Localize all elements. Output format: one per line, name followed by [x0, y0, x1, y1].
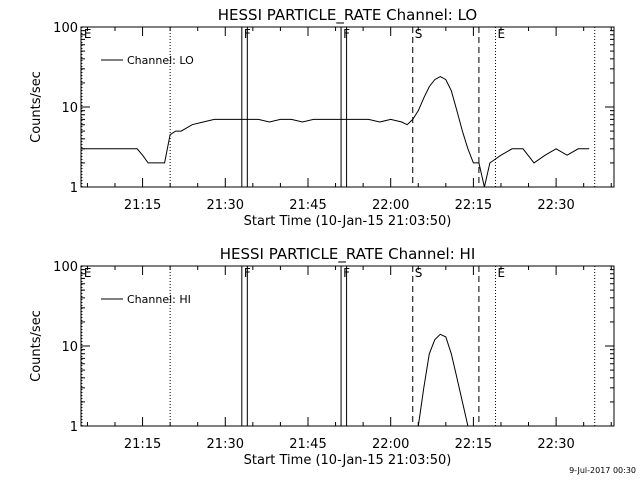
panel-1-x-tick-label: 22:00 — [372, 198, 409, 213]
panel-1-x-tick-label: 21:45 — [289, 198, 326, 213]
panel-2-y-tick-label: 10 — [61, 340, 78, 355]
panel-2-x-tick-label: 21:45 — [289, 437, 326, 452]
panel-2-title: HESSI PARTICLE_RATE Channel: HI — [220, 245, 476, 264]
panel-2-x-tick-label: 22:15 — [455, 437, 492, 452]
panel-1-marker-label: E — [84, 27, 92, 41]
panel-2-legend-label: Channel: HI — [127, 293, 191, 306]
panel-1-marker-label: S — [415, 27, 423, 41]
panel-1-x-tick-label: 22:30 — [537, 198, 574, 213]
panel-2-y-axis-label: Counts/sec — [29, 310, 44, 382]
panel-2-marker-label: S — [415, 266, 423, 280]
panel-2-marker-label: E — [497, 266, 505, 280]
panel-1-series-line — [81, 76, 590, 188]
panel-1-x-tick-label: 21:15 — [124, 198, 161, 213]
panel-1-y-tick-label: 100 — [53, 21, 78, 36]
panel-2-plot-frame — [80, 265, 615, 427]
panel-1-x-tick-label: 22:15 — [455, 198, 492, 213]
panel-1-x-axis-label: Start Time (10-Jan-15 21:03:50) — [244, 214, 452, 229]
date-stamp: 9-Jul-2017 00:30 — [569, 466, 636, 475]
panel-2-x-axis-label: Start Time (10-Jan-15 21:03:50) — [244, 453, 452, 468]
panel-1-marker-label: E — [497, 27, 505, 41]
panel-2-series-line — [417, 333, 469, 427]
panel-1-y-tick-label: 10 — [61, 101, 78, 116]
panel-1-y-axis-label: Counts/sec — [29, 71, 44, 143]
panel-1-y-tick-label: 1 — [70, 181, 78, 196]
panel-2-x-tick-label: 21:15 — [124, 437, 161, 452]
panel-2-x-tick-label: 22:00 — [372, 437, 409, 452]
panel-2-x-tick-label: 22:30 — [537, 437, 574, 452]
panel-1-x-tick-label: 21:30 — [207, 198, 244, 213]
panel-2-y-tick-label: 100 — [53, 260, 78, 275]
panel-1-title: HESSI PARTICLE_RATE Channel: LO — [218, 6, 477, 25]
panel-2-x-tick-label: 21:30 — [207, 437, 244, 452]
panel-2-y-tick-label: 1 — [70, 420, 78, 435]
panel-1-legend-label: Channel: LO — [127, 54, 194, 67]
panel-2-marker-label: E — [84, 266, 92, 280]
